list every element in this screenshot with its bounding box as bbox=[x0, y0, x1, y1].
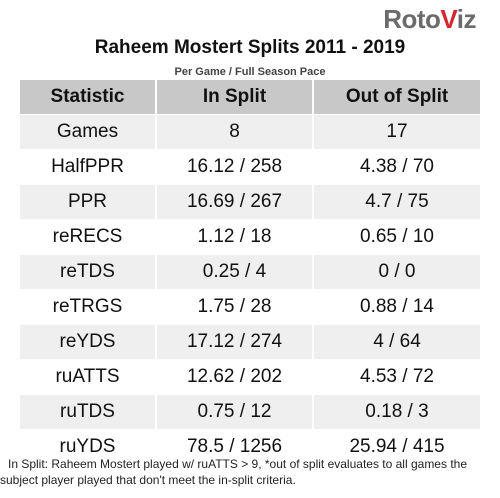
page-title: Raheem Mostert Splits 2011 - 2019 bbox=[94, 37, 406, 58]
table-row: HalfPPR 16.12 / 258 4.38 / 70 bbox=[20, 149, 480, 185]
table-row: ruYDS 78.5 / 1256 25.94 / 415 bbox=[20, 429, 480, 465]
in-split-value: 16.69 / 267 bbox=[156, 184, 314, 220]
stat-name: reTRGS bbox=[20, 289, 157, 325]
out-of-split-value: 4.7 / 75 bbox=[313, 184, 480, 220]
stat-name: Games bbox=[20, 114, 157, 150]
out-of-split-value: 0.65 / 10 bbox=[313, 219, 480, 255]
table-row: Games 8 17 bbox=[20, 114, 480, 150]
in-split-value: 0.25 / 4 bbox=[156, 254, 314, 290]
out-of-split-value: 25.94 / 415 bbox=[313, 429, 480, 465]
header-statistic: Statistic bbox=[20, 80, 157, 115]
stat-name: ruYDS bbox=[20, 429, 157, 465]
stat-name: reYDS bbox=[20, 324, 157, 360]
in-split-value: 1.12 / 18 bbox=[156, 219, 314, 255]
table-row: ruTDS 0.75 / 12 0.18 / 3 bbox=[20, 394, 480, 430]
in-split-value: 78.5 / 1256 bbox=[156, 429, 314, 465]
out-of-split-value: 0.18 / 3 bbox=[313, 394, 480, 430]
table-header-row: Statistic In Split Out of Split bbox=[20, 80, 480, 115]
in-split-value: 1.75 / 28 bbox=[156, 289, 314, 325]
stat-name: reTDS bbox=[20, 254, 157, 290]
table-row: reTRGS 1.75 / 28 0.88 / 14 bbox=[20, 289, 480, 325]
page-subtitle: Per Game / Full Season Pace bbox=[174, 66, 326, 78]
out-of-split-value: 4.38 / 70 bbox=[313, 149, 480, 185]
table-row: reYDS 17.12 / 274 4 / 64 bbox=[20, 324, 480, 360]
stat-name: reRECS bbox=[20, 219, 157, 255]
in-split-value: 17.12 / 274 bbox=[156, 324, 314, 360]
header-out-of-split: Out of Split bbox=[313, 80, 480, 115]
header-in-split: In Split bbox=[156, 80, 314, 115]
rotoviz-logo: RotoViz bbox=[383, 4, 476, 34]
stat-name: ruATTS bbox=[20, 359, 157, 395]
stat-name: ruTDS bbox=[20, 394, 157, 430]
table-row: PPR 16.69 / 267 4.7 / 75 bbox=[20, 184, 480, 220]
out-of-split-value: 17 bbox=[313, 114, 480, 150]
table-row: reTDS 0.25 / 4 0 / 0 bbox=[20, 254, 480, 290]
in-split-value: 16.12 / 258 bbox=[156, 149, 314, 185]
splits-table: Statistic In Split Out of Split Games 8 … bbox=[20, 80, 480, 465]
stat-name: PPR bbox=[20, 184, 157, 220]
out-of-split-value: 0.88 / 14 bbox=[313, 289, 480, 325]
table-row: ruATTS 12.62 / 202 4.53 / 72 bbox=[20, 359, 480, 395]
out-of-split-value: 0 / 0 bbox=[313, 254, 480, 290]
split-footnote: In Split: Raheem Mostert played w/ ruATT… bbox=[0, 457, 467, 487]
table-row: reRECS 1.12 / 18 0.65 / 10 bbox=[20, 219, 480, 255]
in-split-value: 0.75 / 12 bbox=[156, 394, 314, 430]
in-split-value: 8 bbox=[156, 114, 314, 150]
out-of-split-value: 4.53 / 72 bbox=[313, 359, 480, 395]
in-split-value: 12.62 / 202 bbox=[156, 359, 314, 395]
stat-name: HalfPPR bbox=[20, 149, 157, 185]
out-of-split-value: 4 / 64 bbox=[313, 324, 480, 360]
